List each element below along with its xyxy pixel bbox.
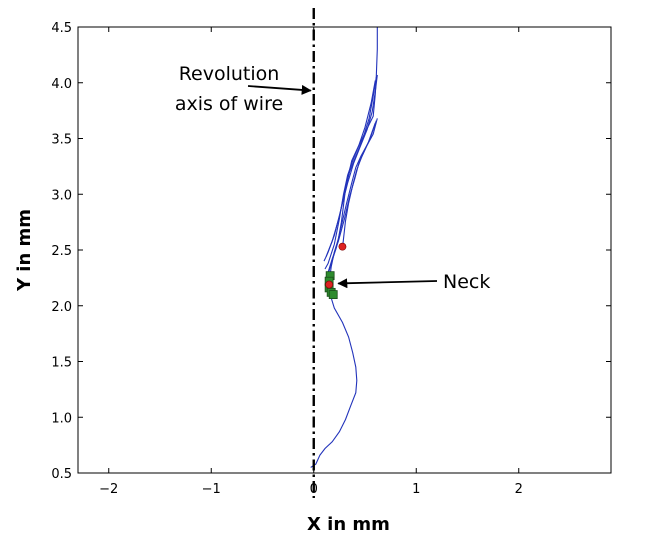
red-circle-marker-1: [325, 280, 334, 289]
red-circle-marker-2: [338, 242, 347, 251]
revolution-axis-arrow: [247, 84, 312, 95]
y-tick-label: 2.0: [51, 300, 72, 315]
green-square-marker-5: [328, 290, 338, 300]
x-tick-label: 2: [515, 482, 523, 497]
y-tick-label: 4.5: [51, 21, 72, 36]
wire-profile-line-4: [324, 80, 376, 270]
y-tick-label: 3.0: [51, 188, 72, 203]
y-tick-label: 4.0: [51, 77, 72, 92]
plot-area: [310, 27, 378, 468]
wire-profile-line-3: [323, 77, 377, 262]
y-tick-label: 3.5: [51, 133, 72, 148]
x-tick-label: 1: [412, 482, 420, 497]
x-tick-label: −2: [99, 482, 118, 497]
y-tick-label: 0.5: [51, 467, 72, 482]
neck-annotation: Neck: [443, 271, 490, 293]
revolution-axis-annotation-line-2: axis of wire: [175, 93, 283, 115]
x-axis-label: X in mm: [307, 514, 390, 535]
y-tick-label: 2.5: [51, 244, 72, 259]
revolution-axis-annotation-line-1: Revolution: [179, 63, 280, 85]
annotations: Revolution axis of wire Neck: [175, 63, 491, 293]
wire-profile-line-7: [327, 122, 376, 275]
neck-arrow: [337, 278, 438, 289]
y-tick-label: 1.0: [51, 411, 72, 426]
x-tick-label: −1: [202, 482, 221, 497]
y-tick-label: 1.5: [51, 356, 72, 371]
y-axis-label: Y in mm: [14, 209, 35, 292]
